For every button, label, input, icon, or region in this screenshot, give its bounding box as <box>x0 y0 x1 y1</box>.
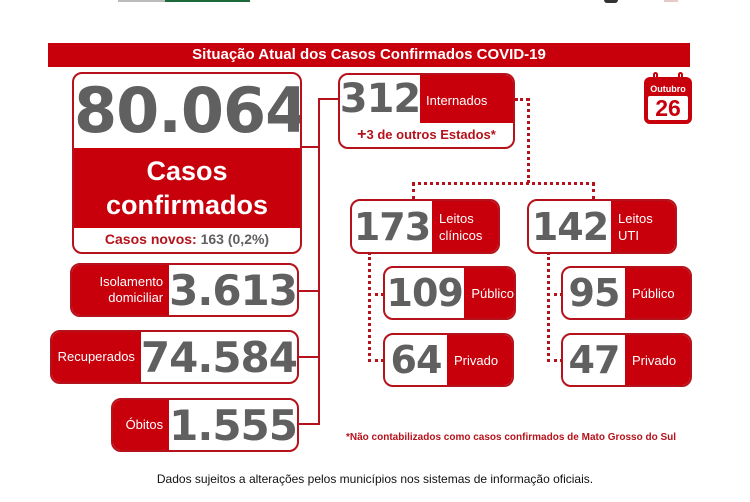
clinical-private-value: 64 <box>390 338 443 382</box>
header-decoration-green <box>165 0 250 2</box>
icu-public-card: 95 Público <box>561 266 692 320</box>
deaths-value: 1.555 <box>169 400 297 450</box>
icu-private-label: Privado <box>625 335 690 385</box>
calendar-day: 26 <box>648 96 688 120</box>
recovered-label: Recuperados <box>52 332 141 382</box>
header-decoration-dark <box>604 0 618 3</box>
header-decoration-gray <box>118 0 165 2</box>
isolation-card: Isolamento domiciliar 3.613 <box>70 263 299 317</box>
dotted-connector <box>412 182 415 200</box>
dotted-connector <box>527 98 530 183</box>
recovered-card: Recuperados 74.584 <box>50 330 299 384</box>
dotted-connector <box>368 293 384 296</box>
new-cases-value: 163 (0,2%) <box>200 231 270 247</box>
dotted-connector <box>368 252 371 362</box>
footnote: *Não contabilizados como casos confirmad… <box>346 432 677 443</box>
dotted-connector <box>368 359 384 362</box>
new-cases-label: Casos novos: <box>104 231 197 247</box>
clinical-public-card: 109 Público <box>383 266 516 320</box>
page-title: Situação Atual dos Casos Confirmados COV… <box>48 43 690 67</box>
clinical-beds-card: 173 Leitos clínicos <box>350 199 500 254</box>
other-states-row: +3 de outros Estados* <box>357 126 496 143</box>
confirmed-label-line1: Casos <box>146 156 228 186</box>
icu-beds-label: Leitos UTI <box>611 201 675 252</box>
icu-public-label: Público <box>625 268 690 318</box>
connector-confirmed <box>302 146 319 148</box>
clinical-private-card: 64 Privado <box>383 333 514 387</box>
confirmed-value: 80.064 <box>74 74 302 147</box>
icu-beds-value: 142 <box>531 204 609 249</box>
icu-public-value: 95 <box>568 271 621 315</box>
header-decoration-pink <box>664 0 678 2</box>
clinical-private-label: Privado <box>447 335 512 385</box>
dotted-connector <box>592 182 595 200</box>
connector-deaths <box>298 423 319 425</box>
confirmed-label-line2: confirmados <box>105 190 269 220</box>
hospitalized-value: 312 <box>339 76 421 122</box>
deaths-label: Óbitos <box>113 400 170 450</box>
icu-beds-card: 142 Leitos UTI <box>527 199 677 254</box>
isolation-label: Isolamento domiciliar <box>72 265 170 315</box>
dotted-connector <box>547 359 563 362</box>
recovered-value: 74.584 <box>140 332 297 382</box>
connector-hospitalized <box>318 98 338 100</box>
isolation-value: 3.613 <box>169 265 297 315</box>
hospitalized-label: Internados <box>420 75 513 123</box>
dotted-connector <box>515 98 529 101</box>
clinical-public-label: Público <box>464 268 514 318</box>
calendar-icon: Outubro 26 <box>644 72 692 124</box>
icu-private-value: 47 <box>568 338 621 382</box>
dotted-connector <box>547 252 550 362</box>
confirmed-label: Casos confirmados <box>74 148 300 228</box>
dotted-connector <box>547 293 563 296</box>
hospitalized-card: 312 Internados +3 de outros Estados* <box>338 73 515 149</box>
dotted-connector <box>412 182 595 185</box>
icu-private-card: 47 Privado <box>561 333 692 387</box>
clinical-beds-value: 173 <box>353 204 431 249</box>
clinical-beds-label: Leitos clínicos <box>432 201 498 252</box>
deaths-card: Óbitos 1.555 <box>111 398 299 452</box>
calendar-month: Outubro <box>650 84 686 94</box>
connector-recovered <box>298 356 319 358</box>
tree-trunk-line <box>318 98 320 425</box>
clinical-public-value: 109 <box>386 271 464 315</box>
connector-isolation <box>298 290 319 292</box>
disclaimer: Dados sujeitos a alterações pelos municí… <box>156 472 594 486</box>
new-cases-row: Casos novos: 163 (0,2%) <box>74 228 300 252</box>
confirmed-cases-card: 80.064 Casos confirmados Casos novos: 16… <box>72 72 302 254</box>
